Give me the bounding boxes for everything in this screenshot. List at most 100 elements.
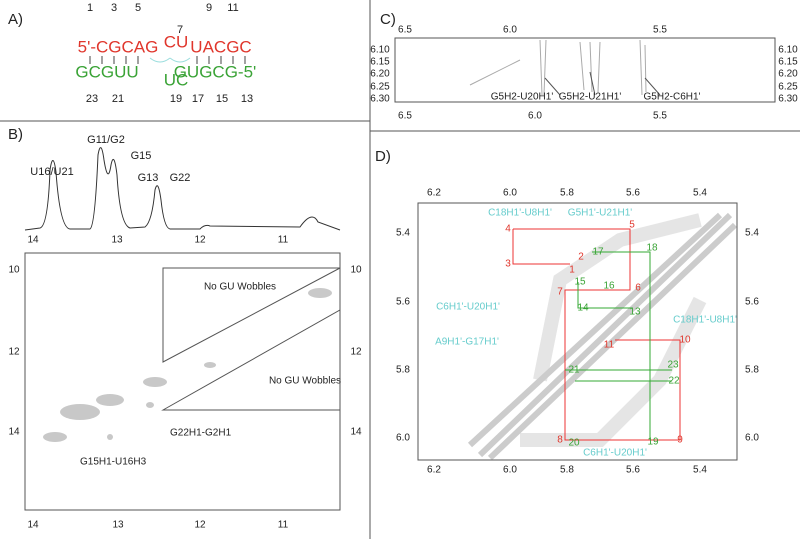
red-walk-label: 8 bbox=[557, 435, 563, 446]
tick-label: 13 bbox=[111, 235, 123, 246]
tick-label: 6.30 bbox=[778, 94, 798, 105]
tick-label: 12 bbox=[194, 520, 206, 531]
tick-label: 5.8 bbox=[745, 365, 759, 376]
top-strand: CU bbox=[164, 32, 189, 51]
tick-label: 5.8 bbox=[560, 188, 574, 199]
tick-label: 6.15 bbox=[778, 57, 798, 68]
bottom-strand: GCGUU bbox=[75, 62, 138, 81]
residue-number: 23 bbox=[86, 93, 98, 105]
red-walk-label: 3 bbox=[505, 259, 511, 270]
tick-label: 6.0 bbox=[503, 188, 517, 199]
annotation: G5H2-C6H1' bbox=[644, 92, 701, 103]
red-walk-label: 5 bbox=[629, 220, 635, 231]
green-walk-label: 16 bbox=[603, 281, 615, 292]
panel-label: C) bbox=[380, 11, 396, 28]
tick-label: 12 bbox=[8, 347, 20, 358]
peak-label: U16/U21 bbox=[30, 166, 73, 178]
assignment: C6H1'-U20H1' bbox=[436, 302, 500, 313]
green-walk-label: 14 bbox=[577, 303, 589, 314]
tick-label: 13 bbox=[112, 520, 124, 531]
residue-number: 3 bbox=[111, 2, 117, 14]
tick-label: 6.0 bbox=[503, 465, 517, 476]
green-walk-label: 20 bbox=[568, 438, 580, 449]
residue-number: 5 bbox=[135, 2, 141, 14]
residue-number: 19 bbox=[170, 93, 182, 105]
tick-label: 6.30 bbox=[370, 94, 390, 105]
tick-label: 5.4 bbox=[693, 465, 707, 476]
tick-label: 11 bbox=[278, 235, 289, 246]
red-walk-label: 9 bbox=[677, 435, 683, 446]
residue-number: 11 bbox=[227, 2, 238, 14]
c-peaks bbox=[469, 39, 661, 96]
tick-label: 10 bbox=[350, 265, 362, 276]
tick-label: 14 bbox=[350, 427, 362, 438]
red-walk-label: 7 bbox=[557, 287, 563, 298]
tick-label: 14 bbox=[27, 235, 39, 246]
tick-label: 14 bbox=[8, 427, 20, 438]
tick-label: 6.5 bbox=[398, 111, 412, 122]
tick-label: 6.10 bbox=[370, 45, 390, 56]
red-walk-label: 2 bbox=[578, 252, 584, 263]
1d-spectrum bbox=[24, 147, 341, 231]
bottom-strand: GUGCG-5' bbox=[174, 62, 257, 81]
d-walks bbox=[512, 228, 681, 441]
annotation: G15H1-U16H3 bbox=[80, 457, 147, 468]
tick-label: 6.20 bbox=[370, 69, 390, 80]
tick-label: 6.2 bbox=[427, 188, 441, 199]
top-strand: 5'-CGCAG bbox=[78, 37, 159, 56]
tick-label: 5.5 bbox=[653, 25, 667, 36]
assignment: G5H1'-U21H1' bbox=[568, 208, 632, 219]
tick-label: 5.6 bbox=[745, 297, 759, 308]
top-strand: UACGC bbox=[190, 37, 251, 56]
region-label: No GU Wobbles bbox=[269, 376, 341, 387]
green-walk-label: 18 bbox=[646, 243, 658, 254]
tick-label: 5.5 bbox=[653, 111, 667, 122]
tick-label: 6.0 bbox=[503, 25, 517, 36]
green-walk-label: 19 bbox=[647, 437, 659, 448]
region-label: No GU Wobbles bbox=[204, 282, 276, 293]
assignment: C18H1'-U8H1' bbox=[673, 315, 737, 326]
tick-label: 6.0 bbox=[745, 433, 759, 444]
red-walk-label: 6 bbox=[635, 283, 641, 294]
tick-label: 5.6 bbox=[626, 465, 640, 476]
tick-label: 6.10 bbox=[778, 45, 798, 56]
tick-label: 5.4 bbox=[745, 228, 759, 239]
residue-number: 1 bbox=[87, 2, 93, 14]
green-walk-label: 22 bbox=[668, 376, 680, 387]
peak-label: G15 bbox=[131, 150, 152, 162]
2d-peaks bbox=[43, 288, 332, 442]
tick-label: 5.8 bbox=[396, 365, 410, 376]
tick-label: 12 bbox=[350, 347, 362, 358]
tick-label: 5.8 bbox=[560, 465, 574, 476]
tick-label: 5.4 bbox=[693, 188, 707, 199]
tick-label: 6.15 bbox=[370, 57, 390, 68]
peak-label: G11/G2 bbox=[87, 134, 125, 146]
red-walk-label: 1 bbox=[569, 265, 575, 276]
tick-label: 6.5 bbox=[398, 25, 412, 36]
tick-label: 6.25 bbox=[778, 82, 798, 93]
annotation: G5H2-U20H1' bbox=[491, 92, 554, 103]
green-walk-label: 13 bbox=[629, 307, 641, 318]
tick-label: 11 bbox=[278, 520, 289, 531]
assignment: C18H1'-U8H1' bbox=[488, 208, 552, 219]
green-walk-label: 15 bbox=[574, 277, 586, 288]
tick-label: 6.20 bbox=[778, 69, 798, 80]
tick-label: 5.4 bbox=[396, 228, 410, 239]
assignment: A9H1'-G17H1' bbox=[435, 337, 499, 348]
tick-label: 6.0 bbox=[396, 433, 410, 444]
red-walk-label: 11 bbox=[604, 340, 615, 351]
residue-number: 17 bbox=[192, 93, 204, 105]
tick-label: 6.0 bbox=[528, 111, 542, 122]
assignment: C6H1'-U20H1' bbox=[583, 448, 647, 459]
residue-number: 21 bbox=[112, 93, 124, 105]
green-walk-label: 21 bbox=[568, 365, 580, 376]
tick-label: 6.25 bbox=[370, 82, 390, 93]
red-walk-label: 4 bbox=[505, 224, 511, 235]
peak-label: G13 bbox=[138, 172, 159, 184]
panel-label: B) bbox=[8, 126, 23, 143]
tick-label: 6.2 bbox=[427, 465, 441, 476]
green-walk-label: 17 bbox=[592, 247, 604, 258]
green-walk-label: 23 bbox=[667, 360, 679, 371]
